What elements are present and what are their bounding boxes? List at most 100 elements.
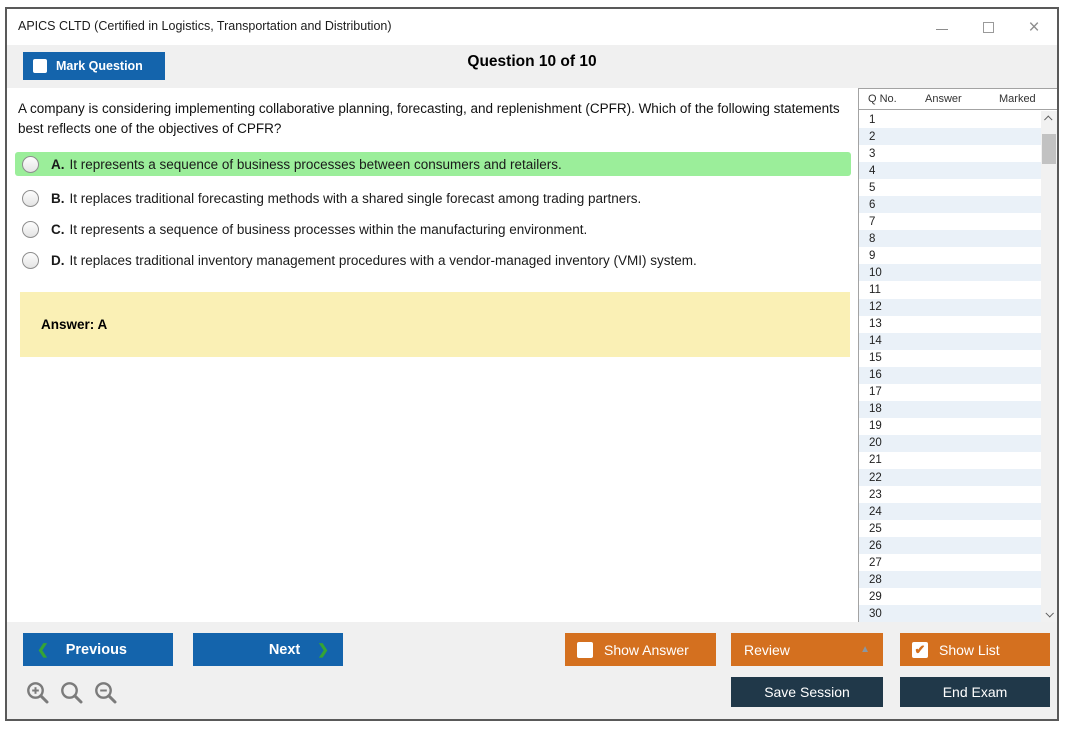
footer-bar: ❮ Previous Next ❯ Show Answer Review ▲ ✔…	[7, 622, 1057, 719]
save-session-label: Save Session	[764, 684, 850, 700]
row-qno: 30	[869, 607, 882, 620]
question-list-row[interactable]: 2	[859, 128, 1042, 146]
review-button[interactable]: Review ▲	[731, 633, 883, 666]
close-button[interactable]: ×	[1011, 9, 1057, 45]
question-list-row[interactable]: 1	[859, 111, 1042, 128]
row-qno: 25	[869, 522, 882, 535]
question-list-row[interactable]: 6	[859, 196, 1042, 214]
question-list-row[interactable]: 19	[859, 418, 1042, 435]
question-list-row[interactable]: 21	[859, 452, 1042, 469]
scroll-down-button[interactable]	[1041, 606, 1057, 622]
row-qno: 12	[869, 301, 882, 314]
question-list-scrollbar[interactable]	[1041, 111, 1057, 622]
caret-up-icon: ▲	[860, 644, 870, 655]
row-qno: 16	[869, 369, 882, 382]
chevron-right-icon: ❯	[317, 641, 329, 657]
minimize-button[interactable]	[919, 9, 965, 45]
mark-question-label: Mark Question	[56, 59, 143, 73]
question-list-row[interactable]: 28	[859, 571, 1042, 589]
question-list-row[interactable]: 14	[859, 332, 1042, 350]
row-qno: 13	[869, 318, 882, 331]
question-list-row[interactable]: 15	[859, 350, 1042, 367]
question-list-row[interactable]: 4	[859, 162, 1042, 180]
row-qno: 22	[869, 471, 882, 484]
show-list-label: Show List	[939, 641, 1000, 658]
question-list-row[interactable]: 30	[859, 605, 1042, 623]
check-icon: ✔	[914, 642, 926, 657]
option-a-text: It represents a sequence of business pro…	[69, 156, 562, 172]
row-qno: 18	[869, 403, 882, 416]
question-list-row[interactable]: 17	[859, 384, 1042, 401]
show-list-checkbox[interactable]: ✔	[912, 641, 928, 658]
question-list-row[interactable]: 12	[859, 298, 1042, 316]
scrollbar-thumb[interactable]	[1042, 134, 1056, 164]
zoom-out-icon[interactable]	[93, 680, 120, 707]
row-qno: 3	[869, 147, 876, 160]
minimize-icon	[936, 28, 948, 30]
question-list-row[interactable]: 23	[859, 486, 1042, 503]
question-list-row[interactable]: 8	[859, 230, 1042, 248]
mark-question-checkbox[interactable]	[33, 59, 47, 73]
option-d-radio[interactable]	[22, 251, 39, 269]
option-c-text: It represents a sequence of business pro…	[69, 221, 588, 237]
answer-box: Answer: A	[20, 292, 850, 357]
question-list-row[interactable]: 20	[859, 434, 1042, 452]
mark-question-button[interactable]: Mark Question	[23, 52, 165, 80]
question-list-row[interactable]: 13	[859, 316, 1042, 333]
chevron-left-icon: ❮	[37, 641, 49, 657]
question-list-row[interactable]: 11	[859, 281, 1042, 298]
question-list-row[interactable]: 7	[859, 213, 1042, 230]
show-list-button[interactable]: ✔ Show List	[900, 633, 1050, 666]
option-c-radio[interactable]	[22, 220, 39, 238]
question-list-body: 1 2 3 4 5 6 7 8 9 10 11 12 13 14 15 16 17 18 19 20 21 22 23 24 2…	[859, 111, 1042, 623]
row-qno: 6	[869, 198, 876, 211]
option-a[interactable]: A. It represents a sequence of business …	[15, 152, 851, 176]
column-header-answer: Answer	[925, 93, 962, 105]
row-qno: 27	[869, 556, 882, 569]
chevron-up-icon	[1044, 115, 1053, 124]
question-list-row[interactable]: 22	[859, 468, 1042, 487]
save-session-button[interactable]: Save Session	[731, 677, 883, 707]
question-list-row[interactable]: 18	[859, 400, 1042, 418]
end-exam-button[interactable]: End Exam	[900, 677, 1050, 707]
option-a-letter: A.	[51, 156, 65, 172]
title-bar: APICS CLTD (Certified in Logistics, Tran…	[7, 9, 1057, 45]
row-qno: 26	[869, 539, 882, 552]
question-list-row[interactable]: 27	[859, 554, 1042, 571]
question-list-row[interactable]: 5	[859, 179, 1042, 196]
next-button[interactable]: Next ❯	[193, 633, 343, 666]
previous-label: Previous	[65, 641, 127, 658]
question-list-row[interactable]: 24	[859, 503, 1042, 521]
question-list-row[interactable]: 9	[859, 247, 1042, 264]
question-list-row[interactable]: 3	[859, 145, 1042, 162]
question-list-row[interactable]: 25	[859, 520, 1042, 537]
zoom-reset-icon[interactable]	[59, 680, 86, 707]
option-c[interactable]: C. It represents a sequence of business …	[15, 217, 851, 241]
option-d-text: It replaces traditional inventory manage…	[69, 252, 697, 268]
question-list-row[interactable]: 10	[859, 264, 1042, 282]
zoom-in-icon[interactable]	[25, 680, 52, 707]
row-qno: 15	[869, 352, 882, 365]
option-b[interactable]: B. It replaces traditional forecasting m…	[15, 186, 851, 210]
row-qno: 8	[869, 232, 876, 245]
question-list-row[interactable]: 16	[859, 366, 1042, 384]
maximize-icon	[982, 21, 994, 33]
scroll-up-button[interactable]	[1041, 111, 1057, 127]
option-d[interactable]: D. It replaces traditional inventory man…	[15, 248, 851, 272]
question-list-row[interactable]: 26	[859, 537, 1042, 555]
end-exam-label: End Exam	[942, 684, 1008, 700]
row-qno: 17	[869, 386, 882, 399]
show-answer-button[interactable]: Show Answer	[565, 633, 716, 666]
maximize-button[interactable]	[965, 9, 1011, 45]
question-list-row[interactable]: 29	[859, 588, 1042, 605]
previous-button[interactable]: ❮ Previous	[23, 633, 173, 666]
row-qno: 11	[869, 283, 881, 296]
show-answer-checkbox[interactable]	[577, 641, 593, 658]
row-qno: 7	[869, 215, 876, 228]
option-d-letter: D.	[51, 252, 65, 268]
option-b-radio[interactable]	[22, 189, 39, 207]
zoom-tools	[25, 680, 120, 707]
row-qno: 1	[869, 113, 876, 126]
question-list-header: Q No. Answer Marked	[859, 89, 1057, 110]
option-a-radio[interactable]	[22, 155, 39, 173]
